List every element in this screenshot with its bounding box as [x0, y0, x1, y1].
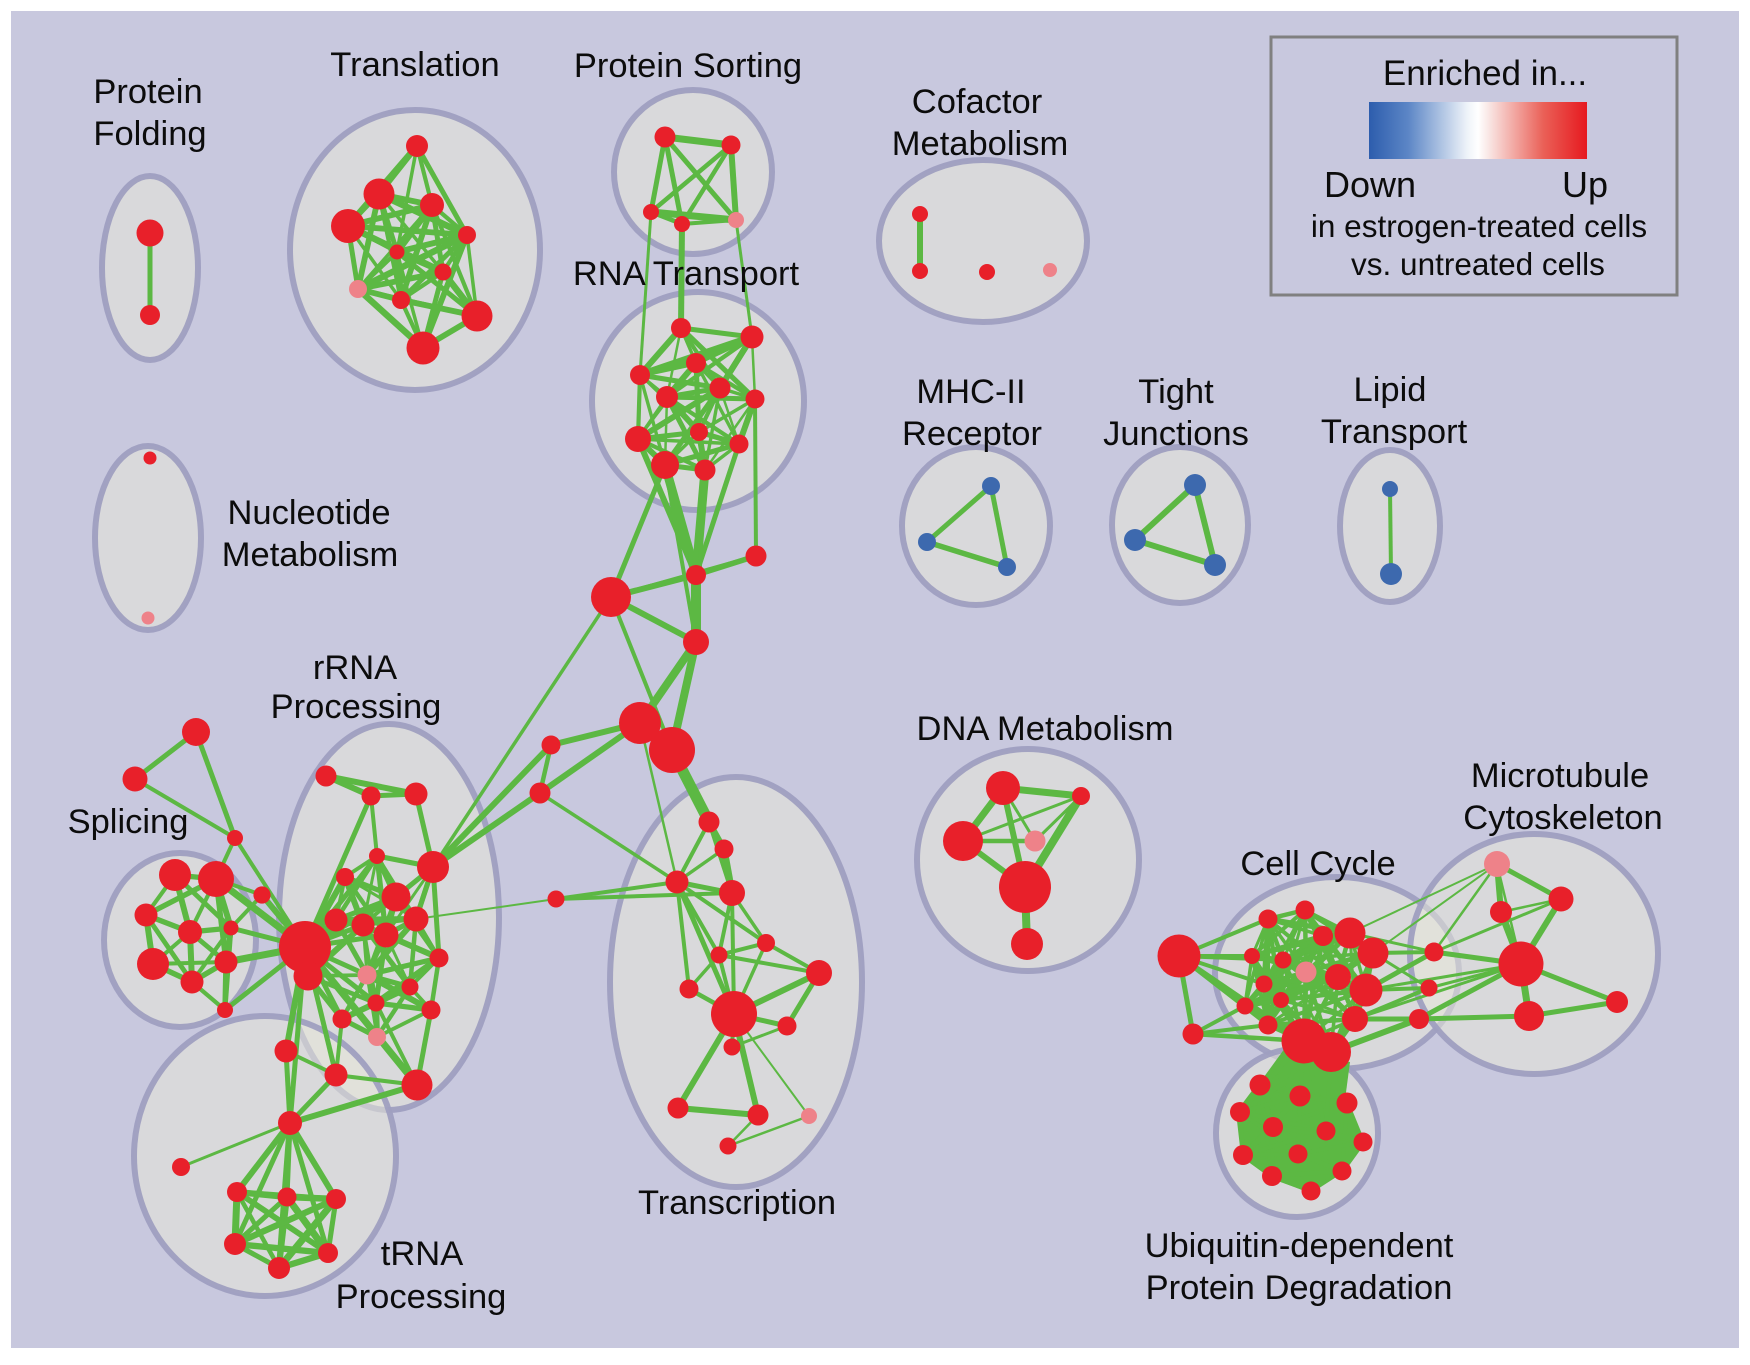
svg-text:Transcription: Transcription — [638, 1184, 836, 1222]
svg-text:Protein Sorting: Protein Sorting — [574, 47, 802, 85]
svg-text:rRNA: rRNA — [313, 649, 397, 687]
svg-text:Processing: Processing — [271, 688, 442, 726]
svg-text:Transport: Transport — [1321, 413, 1468, 451]
svg-text:Lipid: Lipid — [1354, 371, 1427, 409]
svg-text:Cell Cycle: Cell Cycle — [1240, 845, 1395, 883]
svg-text:Receptor: Receptor — [902, 415, 1042, 453]
svg-text:MHC-II: MHC-II — [916, 373, 1025, 411]
svg-text:Translation: Translation — [330, 46, 499, 84]
svg-text:Folding: Folding — [93, 115, 206, 153]
svg-text:Junctions: Junctions — [1103, 415, 1249, 453]
svg-text:Nucleotide: Nucleotide — [227, 494, 390, 532]
svg-text:Processing: Processing — [336, 1278, 507, 1316]
svg-text:Metabolism: Metabolism — [892, 125, 1068, 163]
svg-text:Metabolism: Metabolism — [222, 536, 398, 574]
svg-text:in estrogen-treated cells: in estrogen-treated cells — [1311, 208, 1647, 244]
svg-text:Splicing: Splicing — [68, 803, 189, 841]
svg-text:Tight: Tight — [1138, 373, 1214, 411]
svg-text:RNA Transport: RNA Transport — [573, 255, 800, 293]
svg-text:Protein: Protein — [93, 73, 202, 111]
svg-text:DNA Metabolism: DNA Metabolism — [917, 710, 1174, 748]
svg-text:Cofactor: Cofactor — [912, 83, 1042, 121]
svg-text:tRNA: tRNA — [381, 1235, 463, 1273]
svg-text:Protein Degradation: Protein Degradation — [1146, 1269, 1453, 1307]
svg-text:Up: Up — [1562, 164, 1608, 205]
svg-text:Microtubule: Microtubule — [1471, 757, 1649, 795]
svg-text:Down: Down — [1324, 164, 1416, 205]
svg-text:Enriched in...: Enriched in... — [1383, 54, 1587, 93]
svg-text:Ubiquitin-dependent: Ubiquitin-dependent — [1145, 1227, 1454, 1265]
svg-text:Cytoskeleton: Cytoskeleton — [1463, 799, 1662, 837]
svg-text:vs. untreated cells: vs. untreated cells — [1351, 246, 1605, 282]
